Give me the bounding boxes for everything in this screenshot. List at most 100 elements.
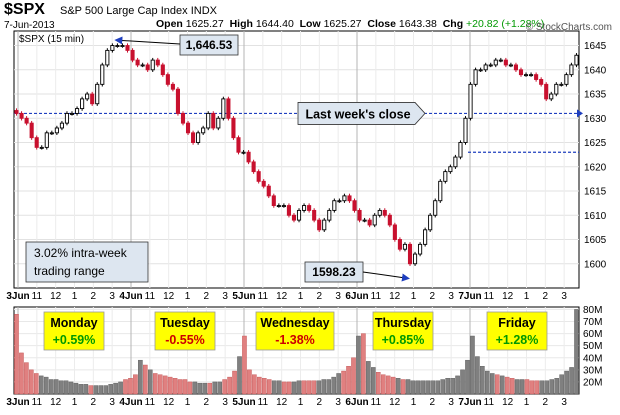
candle-body <box>115 45 120 47</box>
candle-body <box>75 108 80 114</box>
candle-body <box>362 219 367 222</box>
candle-body <box>402 243 408 250</box>
volume-tick-label: 40M <box>583 353 602 364</box>
day-change-value: +1.28% <box>496 333 539 347</box>
volume-bar <box>499 375 505 395</box>
volume-x-tick-label: 12 <box>163 397 175 408</box>
candle-body <box>155 59 160 66</box>
volume-x-tick-label: 6Jun <box>345 397 368 408</box>
volume-bar <box>237 356 242 395</box>
volume-x-tick-label: 11 <box>371 397 382 408</box>
volume-bar <box>281 381 287 395</box>
volume-bar <box>366 361 371 395</box>
candle-body <box>165 74 170 85</box>
volume-bar <box>400 379 406 395</box>
volume-bar <box>93 385 99 395</box>
open-label: Open <box>156 18 183 30</box>
volume-x-tick-label: 3 <box>561 397 567 408</box>
volume-bar <box>286 381 292 395</box>
volume-bar <box>480 366 485 395</box>
volume-bar <box>192 381 198 395</box>
candle-body <box>286 205 291 216</box>
volume-tick-label: 50M <box>583 341 602 352</box>
volume-bar <box>306 380 312 395</box>
volume-bar <box>336 373 341 395</box>
candle-body <box>503 59 508 66</box>
volume-bar <box>489 373 495 395</box>
candle-body <box>307 205 312 211</box>
candle-body <box>135 59 140 66</box>
volume-bar <box>316 380 322 395</box>
volume-bar <box>242 335 247 395</box>
volume-tick-label: 30M <box>583 365 602 376</box>
volume-bar <box>356 335 361 395</box>
volume-bar <box>569 367 574 395</box>
day-change-value: +0.59% <box>53 333 96 347</box>
price-x-tick-label: 12 <box>276 291 288 302</box>
volume-bar <box>524 379 530 395</box>
volume-bar <box>450 378 455 395</box>
volume-bar <box>346 366 351 395</box>
volume-bar <box>321 379 327 395</box>
index-full-name: S&P 500 Large Cap Index <box>60 5 188 17</box>
candle-body <box>302 205 307 211</box>
candle-body <box>24 117 29 124</box>
price-x-tick-label: 3Jun <box>6 291 29 302</box>
volume-bar <box>128 378 133 395</box>
candle-body <box>554 83 559 95</box>
candle-body <box>513 64 518 71</box>
volume-bar <box>257 376 262 395</box>
candle-body <box>534 74 539 80</box>
volume-bar <box>485 370 490 395</box>
volume-bar <box>43 376 49 395</box>
candle-body <box>276 205 281 208</box>
day-change-value: +0.85% <box>382 333 425 347</box>
candle-body <box>428 214 433 231</box>
volume-x-tick-label: 4Jun <box>119 397 142 408</box>
volume-bar <box>58 380 64 395</box>
volume-x-tick-label: 11 <box>145 397 156 408</box>
candle-body <box>196 132 201 143</box>
price-x-tick-label: 6Jun <box>345 291 368 302</box>
stockcharts-credit: © StockCharts.com <box>525 22 612 33</box>
candle-body <box>180 112 186 124</box>
volume-bar <box>460 369 465 395</box>
day-name: Monday <box>50 316 97 330</box>
high-callout-arrow <box>114 36 181 45</box>
volume-bar <box>83 384 89 395</box>
volume-bar <box>494 374 500 395</box>
volume-tick-label: 20M <box>583 377 602 388</box>
price-tick-label: 1610 <box>584 211 607 222</box>
volume-x-tick-label: 12 <box>502 397 514 408</box>
volume-x-tick-label: 2 <box>430 397 436 408</box>
volume-bar <box>415 380 421 395</box>
candle-body <box>549 93 554 100</box>
open-value: 1625.27 <box>185 18 224 30</box>
candle-body <box>140 64 145 67</box>
candle-body <box>569 64 574 76</box>
candle-body <box>64 112 70 124</box>
volume-bar <box>182 379 188 395</box>
volume-bar <box>262 378 267 395</box>
volume-bar <box>549 379 555 395</box>
volume-bar <box>197 382 203 395</box>
chart-date: 7-Jun-2013 <box>4 20 55 31</box>
candle-body <box>523 74 529 77</box>
volume-x-tick-label: 11 <box>32 397 43 408</box>
low-callout-arrow <box>362 271 410 282</box>
candle-body <box>473 69 478 85</box>
volume-bar <box>103 385 108 395</box>
volume-x-tick-label: 3 <box>335 397 341 408</box>
volume-bar <box>341 370 346 395</box>
day-change-value: -0.55% <box>165 333 205 347</box>
volume-bar <box>157 374 163 395</box>
candle-body <box>34 137 39 148</box>
volume-bar <box>529 380 535 395</box>
volume-bar <box>435 380 441 395</box>
volume-bar <box>395 378 401 395</box>
high-callout: 1,646.53 <box>179 34 239 56</box>
candle-body <box>488 64 493 67</box>
candle-body <box>19 112 24 119</box>
volume-bar <box>24 362 29 395</box>
volume-bar <box>172 378 178 395</box>
